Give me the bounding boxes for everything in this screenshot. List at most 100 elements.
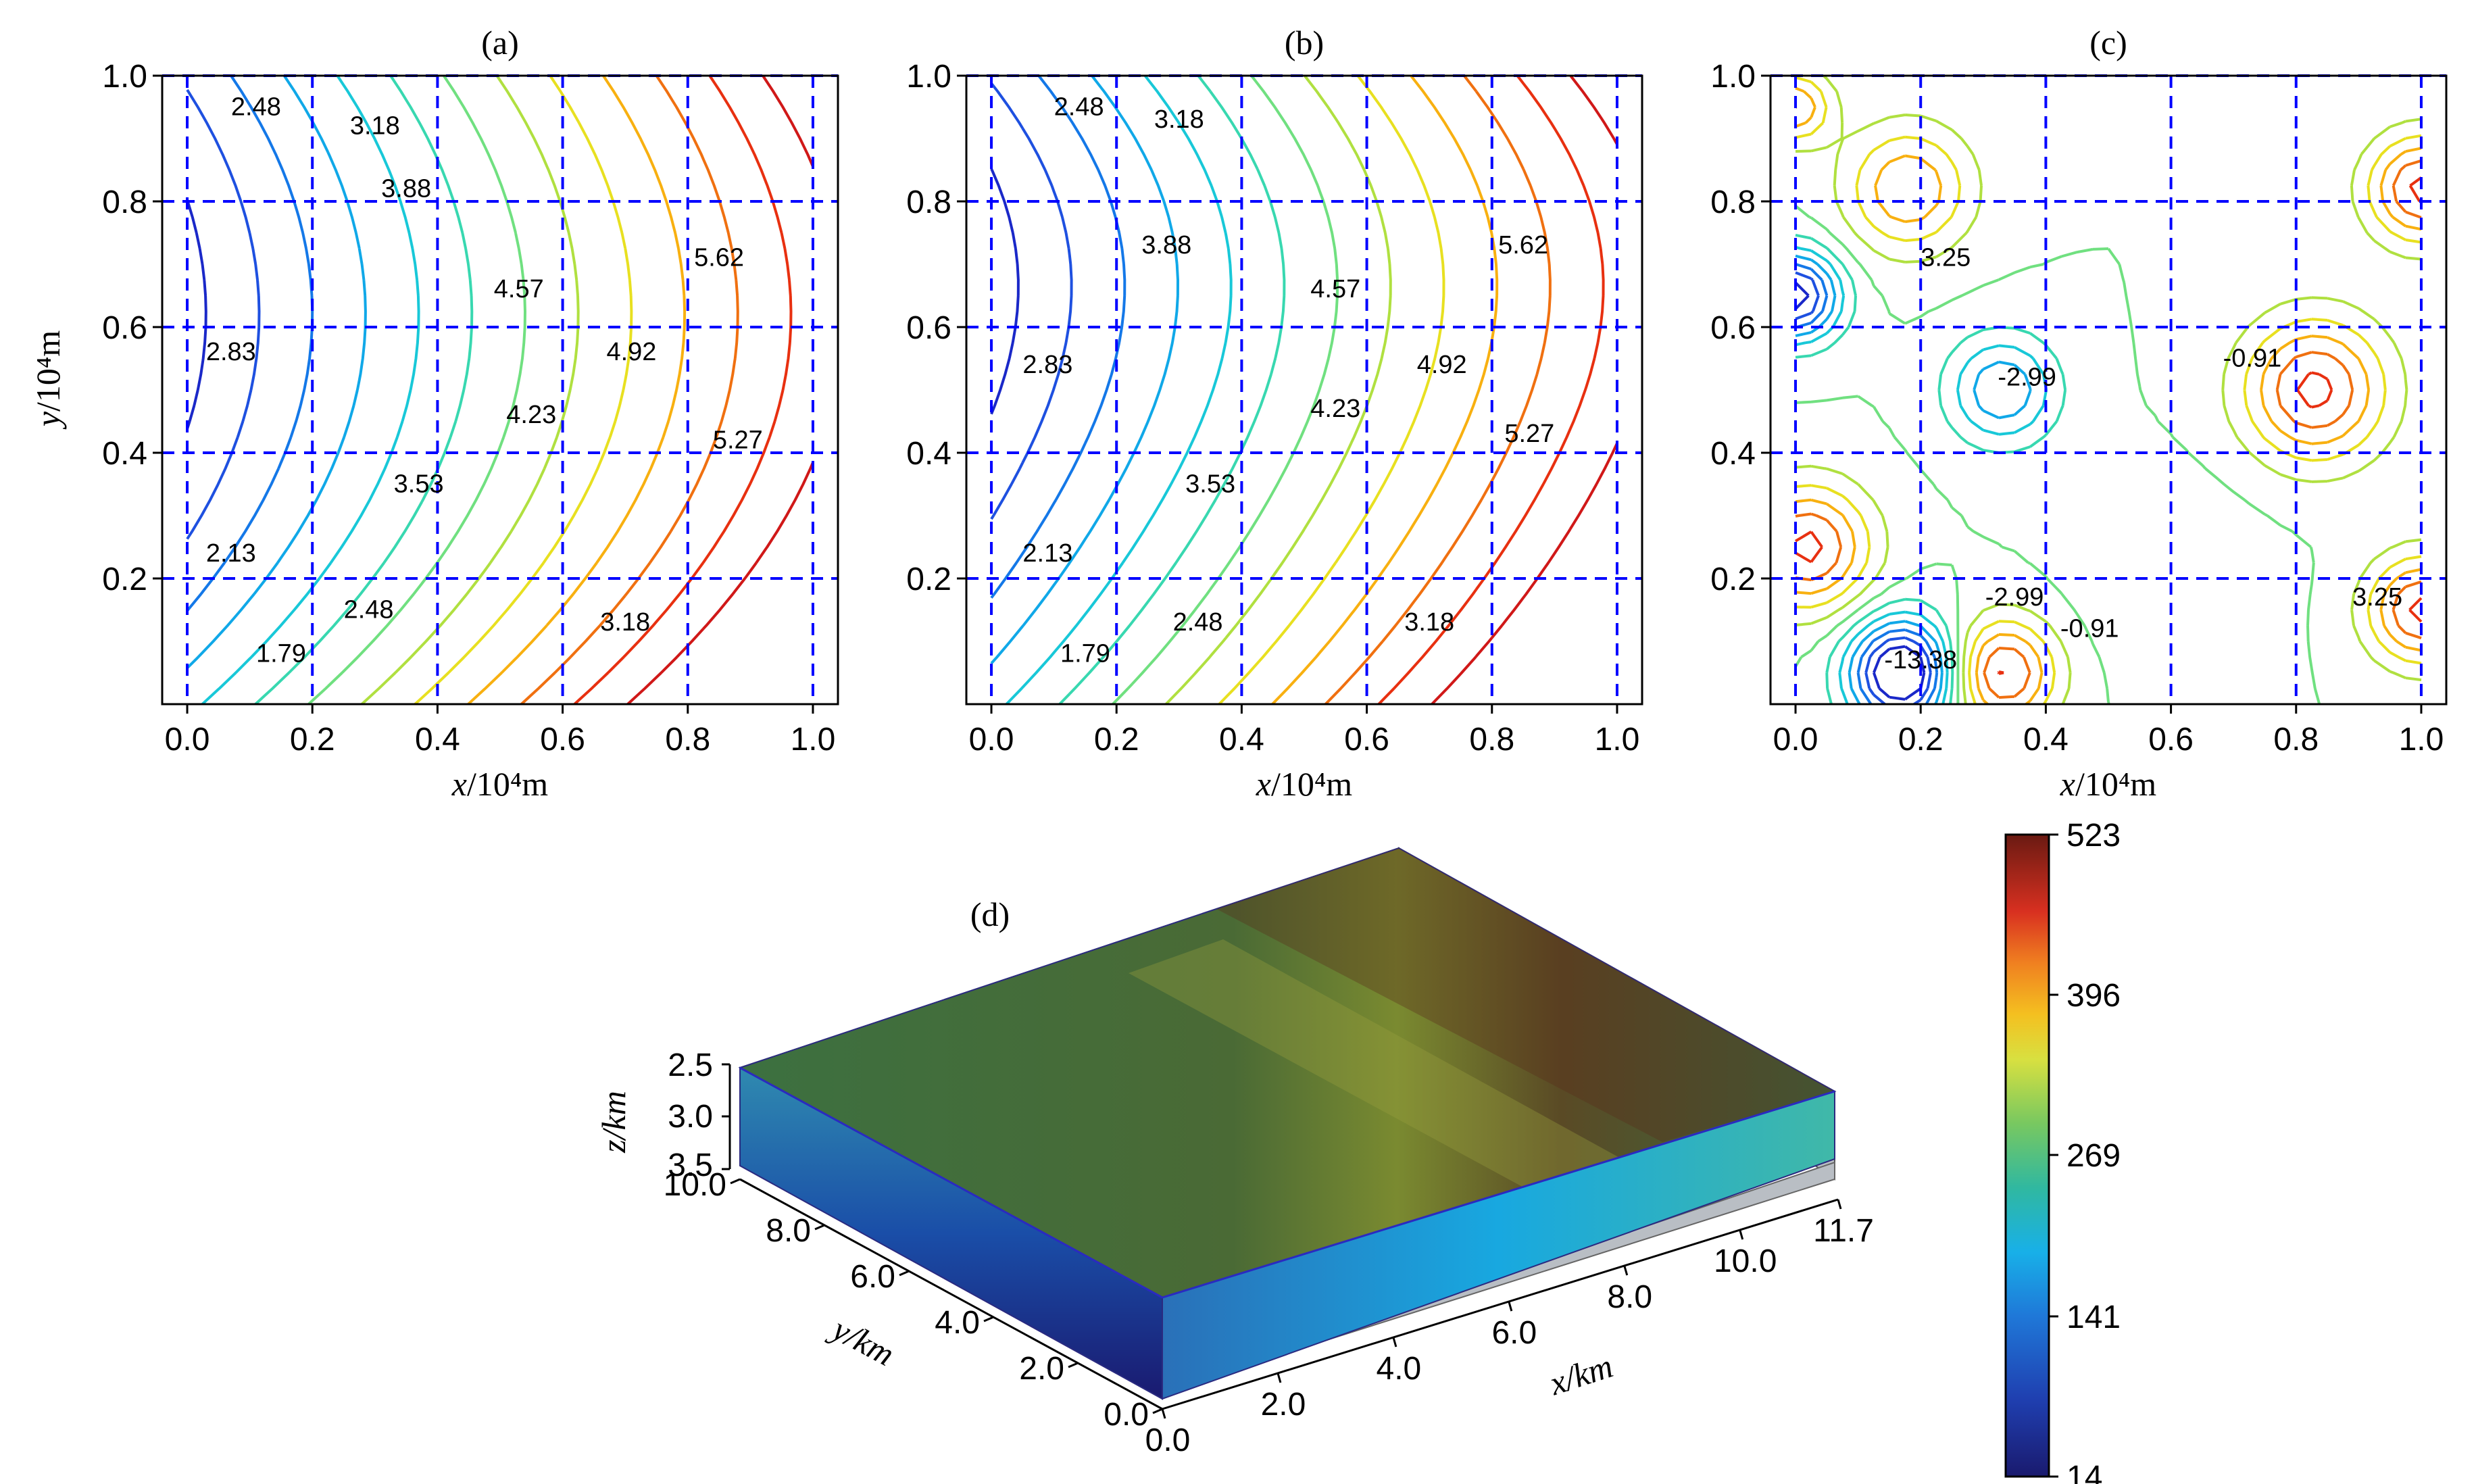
contour-label: 3.53: [394, 470, 444, 499]
contour-line: [1060, 76, 1284, 704]
contour-line: [309, 76, 525, 704]
y-tick-label: 0.2: [906, 562, 951, 597]
contour-label: 2.48: [231, 93, 281, 122]
y-tick-3d-mark: [815, 1225, 824, 1229]
contour-line: [1796, 76, 2421, 704]
y-tick-label: 0.8: [102, 184, 147, 220]
x-axis-label-unit: /10⁴m: [2075, 765, 2156, 803]
contour-label: 2.83: [1022, 351, 1072, 379]
contour-label: 4.92: [606, 338, 656, 366]
x-tick-label: 1.0: [1595, 722, 1640, 758]
y-tick-label: 0.8: [906, 184, 951, 220]
y-tick-label: 0.6: [1710, 310, 1756, 346]
x-axis-label: x/10⁴m: [1256, 765, 1353, 803]
y-tick-3d-label: 0.0: [1104, 1397, 1149, 1433]
y-tick-label: 0.2: [102, 562, 147, 597]
x-tick-label: 0.8: [665, 722, 710, 758]
contour-line: [362, 76, 578, 704]
contour-lines: [1796, 76, 2421, 704]
contour-line: [187, 90, 259, 539]
grid-lines: [966, 76, 1642, 704]
y-tick-3d-mark: [1068, 1363, 1078, 1367]
contour-label: 2.48: [1173, 608, 1223, 637]
contour-line: [1796, 206, 2319, 704]
contour-label: -0.91: [2223, 345, 2282, 373]
contour-line: [991, 169, 1018, 414]
contour-label: 2.48: [344, 596, 394, 624]
x-tick-label: 0.4: [1219, 722, 1264, 758]
contour-label: 4.92: [1417, 351, 1467, 379]
x-axis-label: x/10⁴m: [2060, 765, 2157, 803]
x-tick-label: 0.2: [1094, 722, 1139, 758]
z-tick-2-5: 2.5: [668, 1047, 713, 1083]
x-tick-3d-label: 8.0: [1607, 1279, 1652, 1315]
y-tick-label: 1.0: [906, 59, 951, 95]
ticks: 0.0 0.2 0.4 0.6 0.8 1.01.00.80.60.40.2: [906, 59, 1639, 758]
x-axis-3d-label: x/km: [1544, 1347, 1617, 1403]
y-axis-label: y/10⁴m: [29, 330, 67, 430]
panel-title: (c): [2089, 24, 2127, 61]
x-axis-label-var: x: [1256, 765, 1271, 803]
figure: 2.48 3.18 3.88 4.57 5.62 2.83 4.92 4.23 5.27 3.53…: [0, 0, 2476, 1484]
x-tick-3d-mark: [1625, 1266, 1627, 1275]
contour-lines: [187, 76, 813, 704]
x-tick-3d-mark: [1393, 1337, 1396, 1347]
panel-d-title: (d): [970, 895, 1010, 933]
y-tick-label: 1.0: [1710, 59, 1756, 95]
x-tick-label: 0.4: [415, 722, 460, 758]
x-tick-3d-mark: [1740, 1230, 1743, 1239]
x-tick-3d-label: 10.0: [1714, 1243, 1777, 1279]
contour-label: 5.27: [1504, 420, 1554, 448]
y-tick-label: 0.6: [102, 310, 147, 346]
contour-label: 2.13: [1022, 539, 1072, 568]
y-tick-3d-mark: [1153, 1409, 1162, 1413]
contour-label: -0.91: [2060, 614, 2119, 643]
colorbar-tick-label: 141: [2066, 1300, 2121, 1335]
x-tick-3d-mark: [1509, 1302, 1512, 1311]
y-tick-3d-label: 4.0: [935, 1305, 980, 1341]
plot-frame: [966, 76, 1642, 704]
x-tick-label: 0.8: [1469, 722, 1514, 758]
panel-title: (a): [481, 24, 519, 61]
contour-label: 4.23: [1310, 395, 1360, 423]
contour-line: [1796, 78, 2421, 704]
contour-line: [1796, 88, 2421, 704]
contour-label: 2.83: [206, 338, 256, 366]
contour-label: 5.62: [1498, 231, 1548, 259]
contour-lines: [991, 76, 1617, 704]
z-tick-3-0: 3.0: [668, 1099, 713, 1135]
x-tick-3d-label: 0.0: [1145, 1423, 1191, 1458]
colorbar: 52339626914114: [2006, 818, 2121, 1484]
grid-lines: [162, 76, 838, 704]
x-axis-label-var: x: [451, 765, 467, 803]
contour-label: 4.57: [1310, 275, 1360, 303]
x-axis-label: x/10⁴m: [451, 765, 549, 803]
contour-label: 3.18: [1404, 608, 1454, 637]
x-axis-label-unit: /10⁴m: [1271, 765, 1352, 803]
panel-d-3d-block: (d) 2.5 3.0 3.5 z/km: [595, 848, 1874, 1458]
contour-label: 3.88: [381, 174, 431, 203]
plot-frame: [162, 76, 838, 704]
y-tick-label: 0.4: [906, 436, 951, 472]
x-tick-3d-mark: [1838, 1199, 1841, 1209]
x-tick-label: 0.0: [1773, 722, 1818, 758]
contour-label: 5.62: [694, 244, 744, 272]
contour-label: 2.13: [206, 539, 256, 568]
contour-label: 3.25: [2352, 583, 2402, 612]
y-tick-label: 0.4: [102, 436, 147, 472]
contour-label: 1.79: [1060, 640, 1110, 668]
y-tick-3d-mark: [731, 1179, 740, 1183]
y-tick-label: 1.0: [102, 59, 147, 95]
contour-label: 3.88: [1141, 231, 1191, 259]
x-tick-label: 0.2: [290, 722, 335, 758]
x-tick-label: 0.0: [165, 722, 210, 758]
plot-frame: [1771, 76, 2446, 704]
x-tick-3d-label: 6.0: [1491, 1315, 1537, 1351]
grid-lines: [1771, 76, 2446, 704]
panel-b: 2.48 3.183.884.575.622.83 4.924.235.273.53…: [906, 24, 1642, 803]
x-tick-label: 0.0: [969, 722, 1014, 758]
contour-label: 2.48: [1054, 93, 1104, 122]
panel-a: 2.48 3.18 3.88 4.57 5.62 2.83 4.92 4.23 5.27 3.53…: [102, 24, 838, 803]
contour-label: 3.18: [350, 112, 400, 140]
y-tick-label: 0.8: [1710, 184, 1756, 220]
